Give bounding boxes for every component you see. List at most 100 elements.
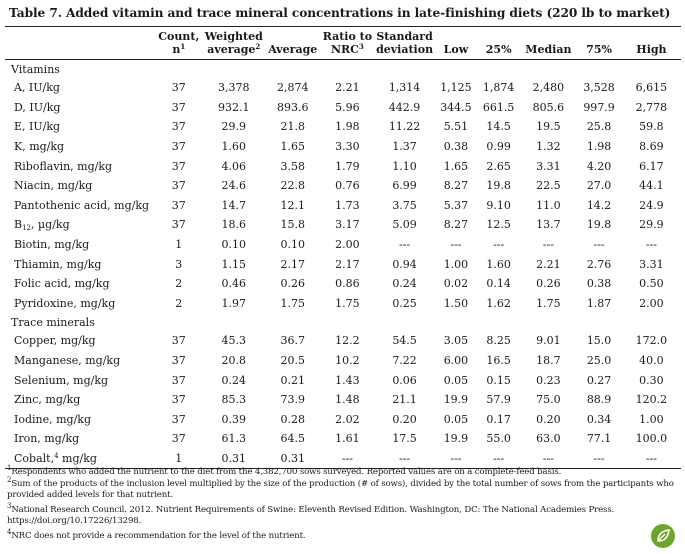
nutrient-name: Niacin, mg/kg: [14, 179, 93, 193]
cell-low: 0.05: [443, 412, 469, 426]
cell-ratio: 1.43: [335, 373, 360, 387]
cell-count: 37: [171, 218, 186, 232]
cell-p25: 14.5: [486, 120, 511, 134]
cell-p75: 3,528: [583, 81, 615, 95]
cell-p25: 16.5: [486, 354, 511, 368]
cell-p25: 1.60: [486, 257, 511, 271]
cell-sd: 6.99: [392, 179, 417, 193]
cell-sd: 54.5: [392, 334, 417, 348]
header-low: Low: [435, 28, 477, 60]
nutrient-name: Folic acid, mg/kg: [14, 277, 110, 291]
nutrient-table: Count, n1 Weighted average2 Average Ratio …: [5, 28, 681, 470]
cell-weighted: 0.46: [221, 277, 247, 291]
table-row: Cobalt,4 mg/kg 1 0.31 0.31 --- --- --- --- --- --…: [5, 448, 681, 470]
nutrient-name: Iron, mg/kg: [14, 432, 80, 446]
nutrient-name: Riboflavin, mg/kg: [14, 159, 113, 173]
table-row: Pyridoxine, mg/kg 2 1.97 1.75 1.75 0.25 1.50 1.…: [5, 294, 681, 314]
header-count: Count, n1: [154, 28, 203, 60]
cell-p25: 0.15: [486, 373, 511, 387]
table-row: Iron, mg/kg 37 61.3 64.5 1.61 17.5 19.9 55.0 63.…: [5, 429, 681, 449]
nutrient-name: B12, µg/kg: [14, 218, 70, 233]
cell-median: 75.0: [536, 393, 561, 407]
table-title: Table 7. Added vitamin and trace mineral…: [9, 6, 671, 20]
leaf-logo-icon: [651, 524, 675, 548]
cell-median: 11.0: [536, 198, 561, 212]
cell-ratio: 1.73: [335, 198, 360, 212]
cell-high: 100.0: [635, 432, 668, 446]
header-sd: Standard deviation: [374, 28, 436, 60]
cell-low: 0.02: [443, 277, 469, 291]
cell-weighted: 1.97: [221, 296, 247, 310]
nutrient-name: Zinc, mg/kg: [14, 393, 81, 407]
cell-high: 44.1: [639, 179, 664, 193]
table-row: D, IU/kg 37 932.1 893.6 5.96 442.9 344.5 661.5 8…: [5, 98, 681, 118]
cell-low: 344.5: [440, 100, 472, 114]
cell-count: 2: [175, 277, 183, 291]
footnote: 4NRC does not provide a recommendation f…: [7, 528, 306, 542]
nutrient-name: Biotin, mg/kg: [14, 238, 90, 252]
cell-high: 120.2: [635, 393, 668, 407]
cell-sd: 1.10: [392, 159, 417, 173]
cell-average: 2,874: [277, 81, 309, 95]
header-average: Average: [264, 28, 321, 60]
cell-weighted: 0.31: [202, 448, 265, 470]
cell-ratio: 1.79: [335, 159, 360, 173]
cell-ratio: 1.48: [335, 393, 360, 407]
cell-p75: 19.8: [586, 218, 612, 232]
cell-sd: 0.94: [392, 257, 417, 271]
cell-low: 6.00: [443, 354, 469, 368]
leaf-icon: [657, 529, 670, 542]
cell-high: 29.9: [639, 218, 664, 232]
cell-median: 0.26: [536, 277, 561, 291]
cell-ratio: 5.96: [335, 100, 360, 114]
cell-high: 1.00: [639, 412, 664, 426]
cell-average: 22.8: [280, 179, 306, 193]
cell-p75: 15.0: [586, 334, 612, 348]
cell-low: 5.51: [443, 120, 469, 134]
nutrient-name: Manganese, mg/kg: [14, 354, 121, 368]
cell-ratio: 2.00: [335, 238, 360, 252]
cell-p25: 0.99: [486, 140, 511, 154]
cell-count: 37: [171, 373, 186, 387]
section-heading: Vitamins: [11, 62, 60, 76]
table-row: Selenium, mg/kg 37 0.24 0.21 1.43 0.06 0.05 0.1…: [5, 370, 681, 390]
cell-weighted: 4.06: [221, 159, 247, 173]
cell-high: 0.50: [639, 277, 664, 291]
cell-p75: ---: [593, 238, 605, 252]
cell-ratio: 2.21: [335, 81, 360, 95]
cell-p75: 1.98: [586, 140, 612, 154]
cell-sd: 1.37: [392, 140, 417, 154]
cell-p75: 1.87: [586, 296, 612, 310]
cell-p75: 14.2: [586, 198, 612, 212]
cell-p25: 57.9: [486, 393, 511, 407]
cell-median: ---: [542, 238, 554, 252]
table-row: B12, µg/kg 37 18.6 15.8 3.17 5.09 8.27 12.5 13.7…: [5, 215, 681, 235]
cell-count: 37: [171, 198, 186, 212]
cell-weighted: 1.15: [221, 257, 247, 271]
cell-high: ---: [621, 448, 681, 470]
cell-count: 37: [171, 354, 186, 368]
cell-average: 73.9: [280, 393, 306, 407]
cell-median: 0.20: [536, 412, 561, 426]
cell-weighted: 20.8: [221, 354, 247, 368]
nutrient-name: Thiamin, mg/kg: [14, 257, 102, 271]
cell-average: 21.8: [280, 120, 306, 134]
cell-count: 3: [175, 257, 183, 271]
table-row: Biotin, mg/kg 1 0.10 0.10 2.00 --- --- --- --- --…: [5, 235, 681, 255]
nutrient-name: Iodine, mg/kg: [14, 412, 91, 426]
cell-p25: 12.5: [486, 218, 511, 232]
cell-ratio: 1.75: [335, 296, 360, 310]
cell-p75: 88.9: [586, 393, 612, 407]
cell-low: 19.9: [443, 393, 469, 407]
cell-count: 37: [171, 100, 186, 114]
cell-count: 37: [171, 159, 186, 173]
cell-high: 2.00: [639, 296, 664, 310]
cell-low: 8.27: [443, 179, 469, 193]
cell-high: 59.8: [639, 120, 664, 134]
cell-low: ---: [435, 448, 477, 470]
cell-median: 3.31: [536, 159, 561, 173]
cell-average: 64.5: [280, 432, 306, 446]
cell-sd: ---: [374, 448, 436, 470]
cell-p75: 25.0: [586, 354, 612, 368]
cell-sd: 1,314: [388, 81, 421, 95]
